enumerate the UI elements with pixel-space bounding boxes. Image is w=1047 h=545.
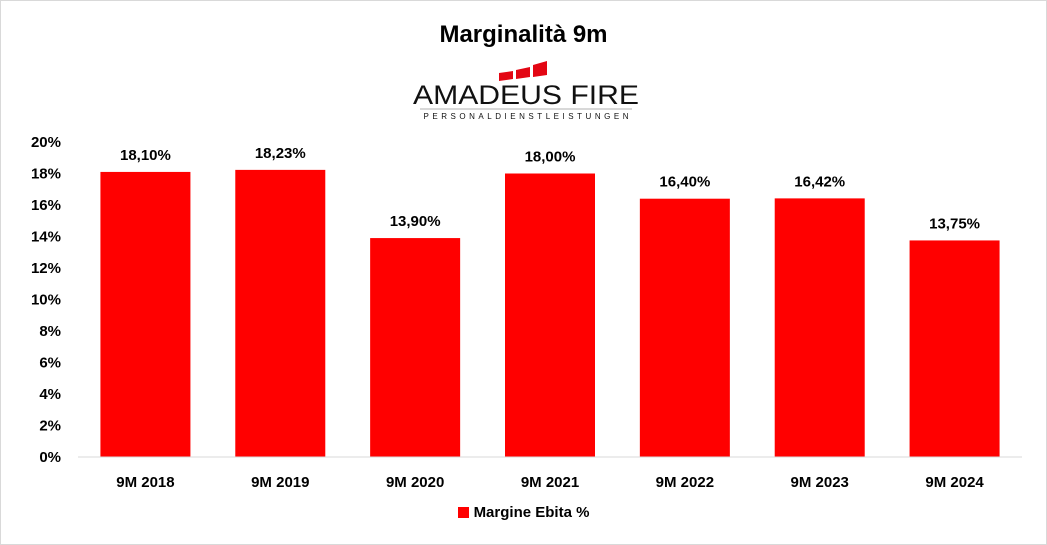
legend-swatch — [457, 507, 469, 518]
bar — [774, 198, 865, 457]
y-tick-label: 6% — [39, 355, 61, 372]
y-tick-label: 10% — [31, 292, 61, 309]
x-tick-label: 9M 2018 — [116, 474, 174, 491]
y-tick-label: 12% — [31, 260, 61, 277]
x-tick-label: 9M 2019 — [251, 474, 309, 491]
y-tick-label: 16% — [31, 197, 61, 214]
bar — [100, 171, 191, 458]
svg-text:AMADEUS FIRE: AMADEUS FIRE — [413, 80, 639, 110]
bar — [909, 240, 1000, 457]
y-tick-label: 18% — [31, 166, 61, 183]
y-tick-label: 20% — [31, 134, 61, 151]
bar — [639, 198, 730, 457]
data-label: 18,23% — [255, 145, 306, 162]
legend-label: Margine Ebita % — [473, 504, 590, 521]
amadeus-fire-logo: AMADEUS FIRE PERSONALDIENSTLEISTUNGEN — [413, 61, 639, 121]
data-label: 13,75% — [929, 215, 980, 232]
x-tick-label: 9M 2024 — [925, 474, 984, 491]
data-label: 18,00% — [525, 149, 576, 166]
chart-title: Marginalità 9m — [439, 21, 608, 48]
bar — [505, 173, 595, 457]
y-tick-label: 8% — [39, 323, 61, 340]
y-tick-label: 14% — [31, 229, 61, 246]
y-tick-label: 2% — [39, 418, 61, 435]
data-label: 16,42% — [794, 173, 845, 190]
bar — [370, 238, 461, 457]
data-label: 13,90% — [390, 213, 441, 230]
bar — [235, 169, 326, 457]
x-tick-label: 9M 2021 — [521, 474, 579, 491]
y-tick-label: 0% — [39, 449, 61, 466]
data-label: 16,40% — [659, 174, 710, 191]
x-tick-label: 9M 2022 — [656, 474, 714, 491]
x-tick-label: 9M 2023 — [791, 474, 849, 491]
legend: Margine Ebita % — [1, 504, 1046, 521]
data-label: 18,10% — [120, 147, 171, 164]
x-tick-label: 9M 2020 — [386, 474, 444, 491]
y-tick-label: 4% — [39, 386, 61, 403]
